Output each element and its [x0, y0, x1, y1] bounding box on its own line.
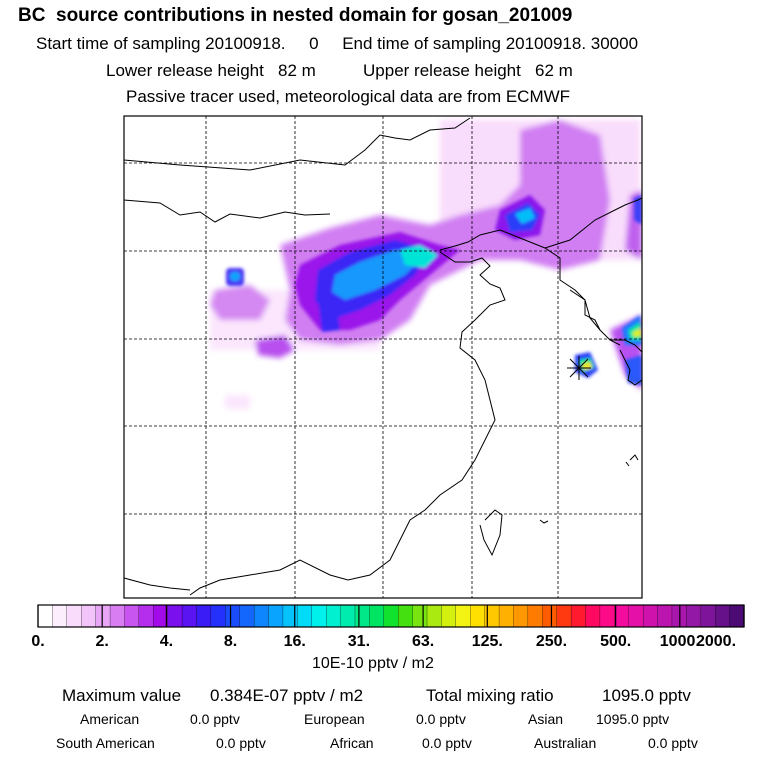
region-name-asian: Asian: [528, 711, 564, 727]
colorbar-cell: [700, 604, 716, 628]
colorbar-cell: [686, 604, 702, 628]
colorbar-cell: [470, 604, 486, 628]
start-value: 20100918. 0: [205, 34, 319, 53]
colorbar-cell: [383, 604, 399, 628]
max-value: 0.384E-07 pptv / m2: [210, 686, 364, 705]
region-name-american: American: [80, 711, 140, 727]
colorbar-cell: [340, 604, 356, 628]
release-heights: Lower release height 82 m Upper release …: [106, 62, 573, 79]
colorbar-cell: [124, 604, 140, 628]
colorbar-cell: [66, 604, 82, 628]
total-mixing-label: Total mixing ratio: [426, 686, 554, 705]
colorbar-cell: [95, 604, 111, 628]
colorbar-cell: [109, 604, 126, 628]
colorbar-cell: [239, 604, 255, 628]
colorbar-cell: [412, 604, 428, 628]
colorbar-cell: [527, 604, 543, 628]
region-name-european: European: [304, 711, 365, 727]
colorbar-tick-label: 8.: [224, 633, 237, 650]
colorbar-tick-label: 0.: [31, 633, 44, 650]
lower-value: 82 m: [278, 61, 316, 80]
colorbar-cell: [311, 604, 327, 628]
colorbar-cell: [268, 604, 284, 628]
colorbar-cell: [398, 604, 414, 628]
colorbar-cell: [570, 604, 587, 628]
upper-label: Upper release height: [363, 61, 521, 80]
colorbar-cell: [614, 604, 630, 628]
colorbar-tick-labels: 0. 2. 4. 8. 16. 31. 63. 125. 250. 500. 1000.2000.: [31, 633, 736, 650]
lower-label: Lower release height: [106, 61, 264, 80]
colorbar-tick-label: 2.: [96, 633, 109, 650]
colorbar-cell: [729, 604, 745, 628]
plume-layer: [210, 120, 642, 409]
colorbar-tick-label: 2000.: [696, 633, 736, 650]
tracer-note: Passive tracer used, meteorological data…: [126, 87, 571, 106]
total-mixing-value: 1095.0 pptv: [602, 686, 691, 705]
sampling-times: Start time of sampling 20100918. 0 End t…: [36, 35, 638, 52]
colorbar-frame: [37, 604, 745, 628]
region-value-asian: 1095.0 pptv: [596, 711, 670, 727]
colorbar-cell: [513, 604, 529, 628]
colorbar-cell: [441, 604, 457, 628]
colorbar-cell: [225, 604, 241, 628]
colorbar-cell: [37, 604, 53, 628]
colorbar-tick-label: 1000.: [660, 633, 700, 650]
region-value-australian: 0.0 pptv: [648, 735, 698, 751]
colorbar-cell: [642, 604, 659, 628]
colorbar-cell: [253, 604, 270, 628]
colorbar-cell: [556, 604, 572, 628]
start-label: Start time of sampling: [36, 34, 201, 53]
end-value: 20100918. 30000: [505, 34, 639, 53]
region-value-south-american: 0.0 pptv: [216, 735, 266, 751]
colorbar-cell: [326, 604, 342, 628]
colorbar-cell: [542, 604, 558, 628]
colorbar-cell: [498, 604, 515, 628]
region-name-south-american: South American: [56, 735, 155, 751]
region-name-african: African: [330, 735, 374, 751]
colorbar-cell: [628, 604, 644, 628]
region-value-african: 0.0 pptv: [422, 735, 472, 751]
colorbar-tick-label: 125.: [472, 633, 503, 650]
region-value-american: 0.0 pptv: [190, 711, 240, 727]
colorbar-cell: [167, 604, 183, 628]
colorbar-cell: [181, 604, 198, 628]
colorbar-cell: [599, 604, 615, 628]
region-value-european: 0.0 pptv: [416, 711, 466, 727]
end-label: End time of sampling: [342, 34, 501, 53]
colorbar-cell: [297, 604, 313, 628]
colorbar-cell: [585, 604, 601, 628]
plot-title: BC source contributions in nested domain…: [18, 5, 573, 26]
colorbar-cell: [657, 604, 673, 628]
colorbar-tick-label: 500.: [600, 633, 631, 650]
colorbar-cell: [52, 604, 68, 628]
map-frame: [123, 115, 643, 599]
max-value-label: Maximum value: [62, 686, 182, 705]
map-gridlines: [124, 116, 642, 598]
colorbar-unit-label: 10E-10 pptv / m2: [312, 655, 434, 672]
colorbar-cell: [369, 604, 385, 628]
colorbar-cells: [37, 604, 745, 628]
colorbar-tick-label: 31.: [348, 633, 370, 650]
colorbar-tick-label: 16.: [284, 633, 306, 650]
upper-value: 62 m: [535, 61, 573, 80]
region-name-australian: Australian: [534, 735, 597, 751]
colorbar-cell: [455, 604, 471, 628]
colorbar-cell: [354, 604, 370, 628]
colorbar-cell: [282, 604, 298, 628]
colorbar-cell: [196, 604, 212, 628]
colorbar-cell: [715, 604, 731, 628]
colorbar-cell: [426, 604, 442, 628]
colorbar-cell: [138, 604, 154, 628]
colorbar-cell: [81, 604, 97, 628]
receptor-marker: [567, 356, 591, 380]
colorbar-tick-label: 4.: [160, 633, 173, 650]
colorbar-tick-label: 250.: [536, 633, 567, 650]
colorbar-tick-label: 63.: [412, 633, 434, 650]
colorbar-cell: [210, 604, 226, 628]
